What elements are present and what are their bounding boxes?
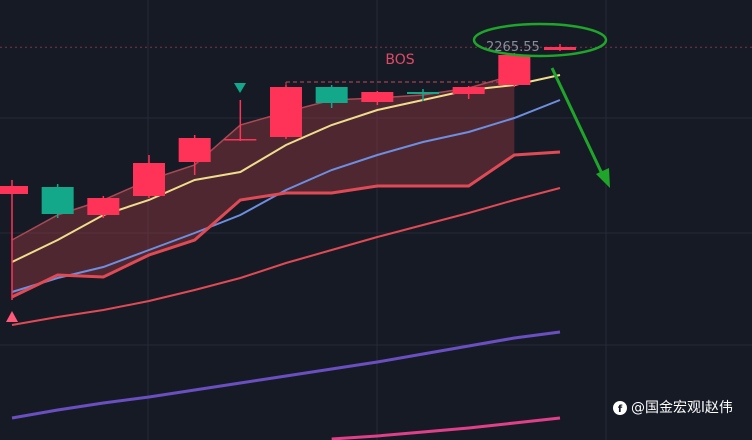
watermark-text: @国金宏观l赵伟 — [631, 400, 733, 416]
signal-down — [234, 83, 246, 93]
candle-body — [315, 87, 348, 103]
candle-body — [361, 92, 394, 102]
candle-body — [0, 186, 28, 194]
line-series — [11, 150, 561, 299]
plot: 2265.55 BOS — [0, 40, 752, 440]
candle-body — [407, 92, 439, 94]
candle-body — [87, 198, 120, 215]
arrow-head — [596, 168, 610, 188]
highlight-ellipse — [472, 22, 608, 58]
watermark-icon-letter: f — [618, 404, 623, 415]
candle-body — [498, 55, 531, 85]
candle-body — [544, 47, 576, 50]
watermark: f @国金宏观l赵伟 — [613, 400, 733, 416]
arrow-shaft — [550, 67, 606, 179]
candle-body — [452, 87, 485, 94]
line-series — [11, 99, 561, 293]
line-series — [331, 416, 561, 440]
candle-body — [41, 187, 74, 214]
candle-body — [133, 163, 165, 196]
bos-label: BOS — [385, 52, 414, 68]
candle-body — [224, 139, 257, 141]
watermark-icon — [613, 401, 627, 415]
candle-body — [270, 87, 302, 137]
signal-up — [6, 311, 18, 322]
band-area — [12, 75, 515, 297]
price-label: 2265.55 — [486, 40, 540, 55]
line-series — [11, 330, 561, 420]
candle-body — [178, 138, 211, 162]
line-series — [11, 187, 561, 326]
